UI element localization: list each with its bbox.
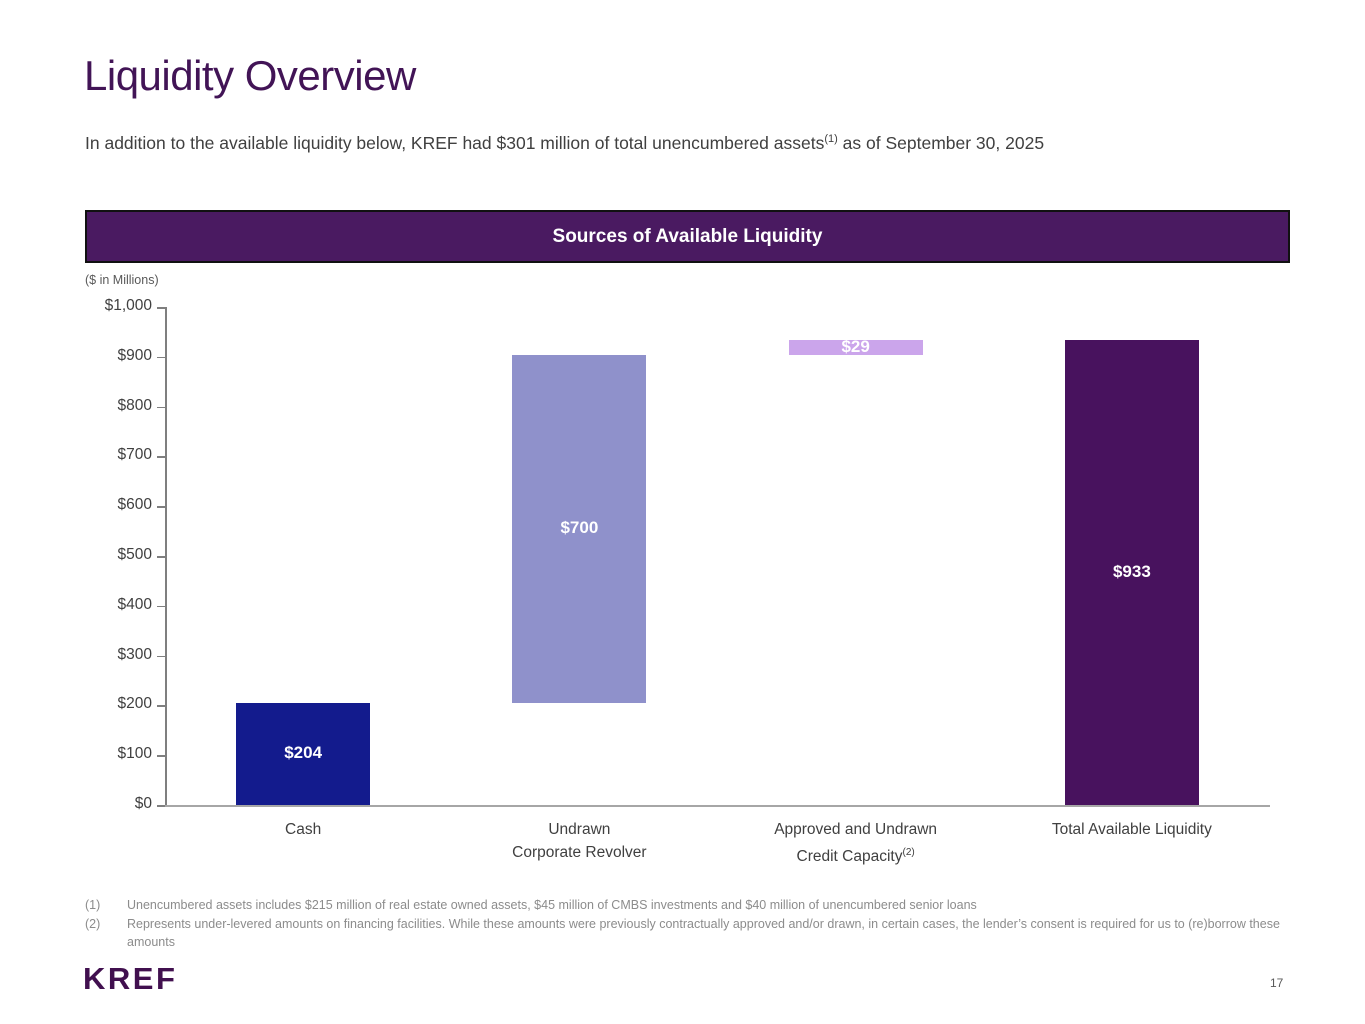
y-tick-mark xyxy=(157,406,165,409)
bar-value-label: $29 xyxy=(841,336,870,356)
footnote-ref-2: (2) xyxy=(902,847,915,858)
chart-title: Sources of Available Liquidity xyxy=(552,225,823,247)
y-tick-label: $1,000 xyxy=(104,297,152,314)
y-tick-mark xyxy=(157,307,165,309)
x-category-label: Approved and Undrawn Credit Capacity(2) xyxy=(774,821,938,866)
y-tick-label: $0 xyxy=(134,795,152,812)
y-tick-mark xyxy=(157,556,165,558)
y-tick-label: $100 xyxy=(117,745,152,763)
chart-title-banner: Sources of Available Liquidity xyxy=(85,210,1290,263)
footnote-2: (2) Represents under-levered amounts on … xyxy=(85,915,1287,951)
y-tick-mark xyxy=(157,655,165,658)
footnote-marker: (2) xyxy=(85,917,101,931)
units-label: ($ in Millions) xyxy=(85,273,159,287)
subtitle: In addition to the available liquidity b… xyxy=(85,133,1044,154)
y-tick-label: $900 xyxy=(117,346,152,364)
y-tick-mark xyxy=(157,805,165,807)
y-tick-mark xyxy=(157,605,165,608)
subtitle-text-after: as of September 30, 2025 xyxy=(837,133,1045,153)
y-tick-mark xyxy=(157,356,165,359)
x-category-label: Cash xyxy=(285,821,322,838)
footnote-text: Represents under-levered amounts on fina… xyxy=(127,917,1280,949)
kref-logo: KREF xyxy=(83,961,178,996)
footnote-marker: (1) xyxy=(85,898,101,912)
bar-value-label: $700 xyxy=(560,518,599,538)
y-tick-mark xyxy=(157,755,165,757)
y-tick-mark xyxy=(157,506,165,508)
y-axis-line xyxy=(165,307,167,805)
footnote-ref-1: (1) xyxy=(824,133,838,146)
y-tick-mark xyxy=(157,456,165,458)
x-axis-line xyxy=(165,805,1270,807)
y-tick-label: $700 xyxy=(117,446,152,464)
page-number: 17 xyxy=(1270,976,1284,990)
subtitle-text: In addition to the available liquidity b… xyxy=(85,133,825,153)
y-tick-label: $600 xyxy=(117,496,152,514)
bar-cash xyxy=(236,703,371,805)
y-tick-label: $400 xyxy=(117,595,152,613)
bar-value-label: $204 xyxy=(284,743,323,763)
footnotes: (1) Unencumbered assets includes $215 mi… xyxy=(85,896,1287,952)
bar-undrawn-corporate-revolver xyxy=(512,354,647,704)
footnote-text: Unencumbered assets includes $215 millio… xyxy=(127,898,977,912)
y-tick-label: $800 xyxy=(117,396,152,414)
x-category-label: Total Available Liquidity xyxy=(1051,821,1212,838)
page-title: Liquidity Overview xyxy=(84,52,416,99)
bar-total-available-liquidity xyxy=(1064,340,1199,805)
x-category-label: Undrawn Corporate Revolver xyxy=(512,821,647,861)
y-tick-mark xyxy=(157,705,165,707)
bar-approved-and-undrawn-credit-capacity xyxy=(788,340,923,355)
y-tick-label: $500 xyxy=(117,546,152,563)
y-tick-label: $200 xyxy=(117,695,152,713)
bar-value-label: $933 xyxy=(1112,561,1151,581)
footnote-1: (1) Unencumbered assets includes $215 mi… xyxy=(85,896,1287,914)
y-tick-label: $300 xyxy=(117,645,152,663)
